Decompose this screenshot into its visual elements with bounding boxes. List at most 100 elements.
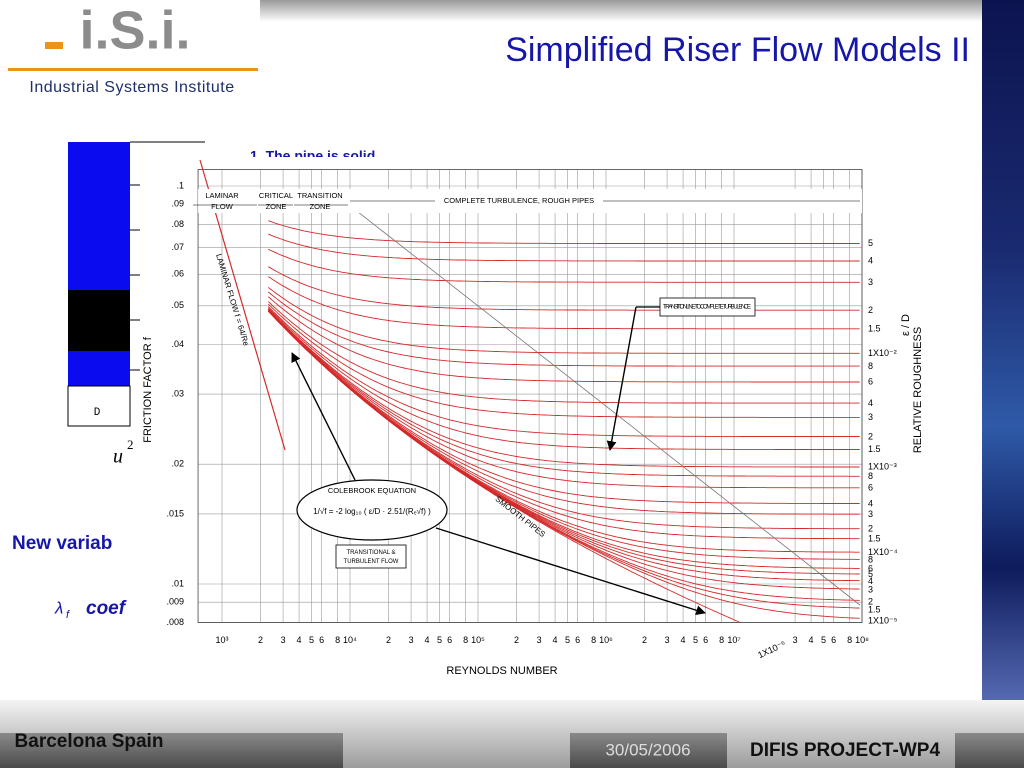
roughness-label: 4	[868, 498, 873, 508]
roughness-label: 3	[868, 412, 873, 422]
footer-right-box	[955, 733, 1024, 768]
logo-mark: i.S.i.	[79, 0, 190, 60]
x-tick-label: 10⁶	[599, 635, 613, 645]
logo-accent	[45, 42, 63, 49]
x-tick-label: 10⁸	[855, 635, 869, 645]
roughness-label: 3	[868, 509, 873, 519]
roughness-label: 1.5	[868, 604, 881, 614]
x-tick-label: 3	[281, 635, 286, 645]
x-tick-label: 4	[681, 635, 686, 645]
logo-rule	[8, 68, 258, 71]
x-axis-label: REYNOLDS NUMBER	[446, 665, 557, 677]
roughness-curve	[268, 287, 860, 354]
pipe-ticks	[130, 141, 205, 371]
footer-date: 30/05/2006	[605, 740, 690, 759]
roughness-curve	[268, 220, 860, 244]
transition-note: TRANSITION LINE TO COMPLETE TURBULENCE	[663, 305, 751, 311]
roughness-label: 5	[868, 569, 873, 579]
roughness-curve	[267, 309, 860, 504]
y-tick-label: .03	[172, 388, 185, 398]
x-tick-label: 8	[847, 635, 852, 645]
moody-diagram: FRICTION FACTOR f REYNOLDS NUMBER RELATI…	[140, 157, 970, 690]
x-tick-label: 4	[553, 635, 558, 645]
x-tick-label: 8	[719, 635, 724, 645]
roughness-curve	[268, 248, 860, 283]
roughness-curve	[267, 303, 860, 418]
x-tick-label: 4	[297, 635, 302, 645]
y-tick-label: .02	[172, 459, 185, 469]
x-tick-label: 6	[703, 635, 708, 645]
x-tick-label: 6	[319, 635, 324, 645]
y-tick-label: .08	[172, 219, 185, 229]
right-axis-label: RELATIVE ROUGHNESS	[912, 327, 924, 453]
callout-arrow	[435, 527, 706, 616]
y-tick-label: .04	[172, 339, 185, 349]
roughness-label: 1.5	[868, 534, 881, 544]
x-tick-label: 3	[665, 635, 670, 645]
roughness-curve	[268, 266, 860, 311]
roughness-label: 4	[868, 576, 873, 586]
right-axis-symbol: ε / D	[900, 314, 912, 336]
roughness-label: 2	[868, 524, 873, 534]
roughness-label: 3	[868, 277, 873, 287]
y-tick-label: .09	[172, 199, 185, 209]
footer-location: Barcelona Spain	[15, 731, 164, 752]
roughness-label: 3	[868, 585, 873, 595]
roughness-curve	[267, 310, 860, 515]
lambda-sub: f	[66, 609, 70, 621]
callout-arrow	[291, 352, 356, 481]
smooth-pipe-curve	[267, 310, 740, 623]
slide-title: Simplified Riser Flow Models II	[505, 31, 970, 69]
logo-text: Industrial Systems Institute	[29, 79, 234, 96]
x-tick-label: 2	[514, 635, 519, 645]
transition-line	[329, 189, 861, 606]
roughness-curve	[267, 306, 860, 437]
colebrook-ellipse	[296, 479, 448, 541]
zone-label-bg	[435, 195, 603, 207]
zone-label: CRITICAL ZONE	[259, 191, 293, 211]
y-tick-label: .008	[167, 617, 185, 627]
y-tick-label: .009	[167, 597, 185, 607]
x-tick-label: 2	[642, 635, 647, 645]
pipe-label: D	[94, 407, 101, 419]
x-tick-label: 8	[335, 635, 340, 645]
roughness-label: 8	[868, 361, 873, 371]
transitional-note: TRANSITIONAL & TURBULENT FLOW	[344, 550, 399, 565]
velocity-exponent: 2	[127, 437, 134, 452]
footer-left-box	[0, 733, 343, 768]
side-strip	[982, 0, 1024, 710]
roughness-label: 4	[868, 256, 873, 266]
transitional-note-box	[335, 544, 407, 569]
x-tick-label: 5	[309, 635, 314, 645]
velocity: u	[113, 446, 123, 468]
x-tick-label: 5	[565, 635, 570, 645]
roughness-label: 1.5	[868, 324, 881, 334]
roughness-curve	[267, 308, 860, 468]
roughness-curve	[268, 291, 860, 367]
x-tick-label: 5	[693, 635, 698, 645]
x-tick-label: 6	[831, 635, 836, 645]
pipe-solid	[68, 290, 130, 351]
roughness-label: 8	[868, 554, 873, 564]
top-bar	[260, 0, 982, 22]
roughness-curve	[267, 307, 860, 450]
x-tick-label: 8	[591, 635, 596, 645]
roughness-label: 1X10⁻⁴	[868, 547, 898, 557]
roughness-curve	[267, 301, 860, 404]
x-tick-label: 6	[575, 635, 580, 645]
plot-frame	[197, 169, 863, 623]
pipe-fluid	[68, 142, 130, 290]
x-tick-label: 10⁷	[727, 635, 740, 645]
y-tick-label: .01	[172, 578, 185, 588]
roughness-label: 8	[868, 471, 873, 481]
y-axis-label: FRICTION FACTOR f	[142, 336, 154, 442]
x-tick-label: 8	[463, 635, 468, 645]
roughness-label: 1X10⁻³	[868, 462, 897, 472]
y-tick-label: .05	[172, 300, 185, 310]
callout-arrow	[606, 306, 637, 451]
pipe-fluid	[68, 351, 130, 386]
new-variable: New variab	[12, 533, 112, 554]
footer-project: DIFIS PROJECT-WP4	[750, 740, 940, 761]
zone-label: TRANSITION ZONE	[297, 191, 342, 211]
